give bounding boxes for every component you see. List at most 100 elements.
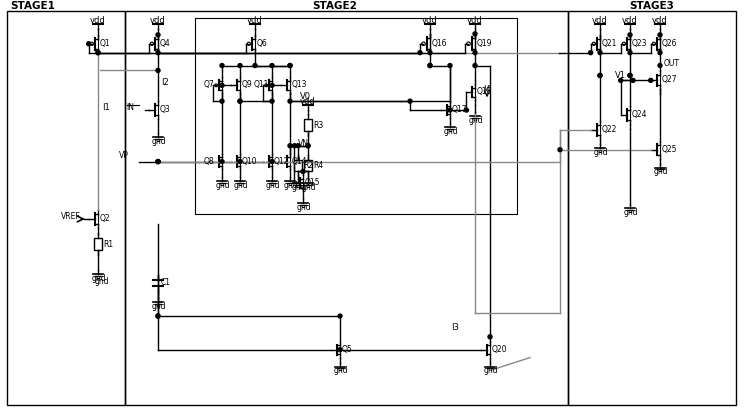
Circle shape xyxy=(288,63,292,68)
Text: gnd: gnd xyxy=(95,277,109,286)
Text: Q22: Q22 xyxy=(602,125,618,134)
Circle shape xyxy=(156,160,160,163)
Circle shape xyxy=(238,99,242,103)
Text: gnd: gnd xyxy=(266,181,280,190)
Circle shape xyxy=(301,169,305,173)
Circle shape xyxy=(488,335,492,339)
Bar xyxy=(7,11,125,405)
Text: gnd: gnd xyxy=(469,116,484,125)
Text: Q18: Q18 xyxy=(477,87,493,96)
Circle shape xyxy=(598,73,602,78)
Text: Q21: Q21 xyxy=(602,39,618,48)
Text: gnd: gnd xyxy=(152,137,167,146)
Text: Q19: Q19 xyxy=(477,39,493,48)
Circle shape xyxy=(96,51,100,55)
Text: V1: V1 xyxy=(615,71,626,80)
Circle shape xyxy=(220,63,224,68)
Circle shape xyxy=(589,51,593,55)
Text: STAGE3: STAGE3 xyxy=(629,1,675,11)
Text: VN: VN xyxy=(298,139,309,148)
Text: Q8: Q8 xyxy=(204,156,214,166)
Text: Q4: Q4 xyxy=(160,39,171,48)
Text: Q5: Q5 xyxy=(342,345,353,354)
Circle shape xyxy=(448,108,452,112)
Circle shape xyxy=(619,78,623,83)
Bar xyxy=(94,238,102,250)
Text: Q17: Q17 xyxy=(452,105,467,114)
Circle shape xyxy=(270,63,274,68)
Circle shape xyxy=(473,32,477,36)
Circle shape xyxy=(87,42,91,46)
Text: Q9: Q9 xyxy=(242,80,253,89)
Circle shape xyxy=(296,144,300,148)
Text: I1: I1 xyxy=(102,103,110,112)
Circle shape xyxy=(270,83,274,87)
Text: vdd: vdd xyxy=(652,16,668,25)
Text: gnd: gnd xyxy=(297,203,312,212)
Circle shape xyxy=(558,148,562,152)
Bar xyxy=(195,18,517,214)
Text: gnd: gnd xyxy=(292,183,307,192)
Circle shape xyxy=(270,160,274,163)
Bar xyxy=(568,11,736,405)
Text: gnd: gnd xyxy=(594,148,609,157)
Text: IN: IN xyxy=(126,103,135,112)
Text: gnd: gnd xyxy=(284,181,298,190)
Text: vdd: vdd xyxy=(467,16,483,25)
Text: Q15: Q15 xyxy=(305,178,321,187)
Circle shape xyxy=(220,83,224,87)
Text: Q3: Q3 xyxy=(160,105,171,114)
Text: V0: V0 xyxy=(300,92,311,101)
Circle shape xyxy=(418,51,422,55)
Text: gnd: gnd xyxy=(92,274,106,284)
Circle shape xyxy=(473,63,477,68)
Circle shape xyxy=(631,78,635,83)
Circle shape xyxy=(292,144,296,148)
Text: OUT: OUT xyxy=(664,58,680,68)
Circle shape xyxy=(428,63,432,68)
Text: STAGE2: STAGE2 xyxy=(312,1,357,11)
Text: gnd: gnd xyxy=(654,168,669,176)
Circle shape xyxy=(306,144,310,148)
Text: vdd: vdd xyxy=(622,16,638,25)
Circle shape xyxy=(628,33,632,37)
Text: Q20: Q20 xyxy=(492,345,507,354)
Circle shape xyxy=(658,51,662,55)
Circle shape xyxy=(96,51,100,55)
Text: Q7: Q7 xyxy=(204,80,215,89)
Text: R3: R3 xyxy=(313,121,323,130)
Text: vdd: vdd xyxy=(247,16,263,25)
Text: Q10: Q10 xyxy=(242,156,257,166)
Circle shape xyxy=(628,73,632,78)
Circle shape xyxy=(649,78,652,83)
Circle shape xyxy=(464,108,469,112)
Circle shape xyxy=(288,144,292,148)
Text: vdd: vdd xyxy=(422,16,437,25)
Text: Q23: Q23 xyxy=(632,39,647,48)
Text: gnd: gnd xyxy=(624,208,638,217)
Circle shape xyxy=(288,99,292,103)
Circle shape xyxy=(238,99,242,103)
Text: gnd: gnd xyxy=(484,367,498,375)
Bar xyxy=(294,160,302,171)
Circle shape xyxy=(156,314,160,318)
Circle shape xyxy=(408,99,412,103)
Circle shape xyxy=(156,160,160,163)
Text: VP: VP xyxy=(119,151,129,160)
Circle shape xyxy=(628,73,632,78)
Text: R4: R4 xyxy=(313,161,323,171)
Text: gnd: gnd xyxy=(334,367,349,375)
Text: Q24: Q24 xyxy=(632,110,647,119)
Circle shape xyxy=(238,160,242,163)
Text: I3: I3 xyxy=(452,323,459,332)
Text: Q2: Q2 xyxy=(100,214,111,223)
Circle shape xyxy=(156,160,160,163)
Circle shape xyxy=(156,314,160,318)
Text: I2: I2 xyxy=(161,78,169,87)
Bar xyxy=(304,160,312,171)
Text: Q14: Q14 xyxy=(292,156,307,166)
Text: R2: R2 xyxy=(303,161,313,171)
Circle shape xyxy=(238,63,242,68)
Circle shape xyxy=(658,33,662,37)
Text: Q27: Q27 xyxy=(662,75,678,84)
